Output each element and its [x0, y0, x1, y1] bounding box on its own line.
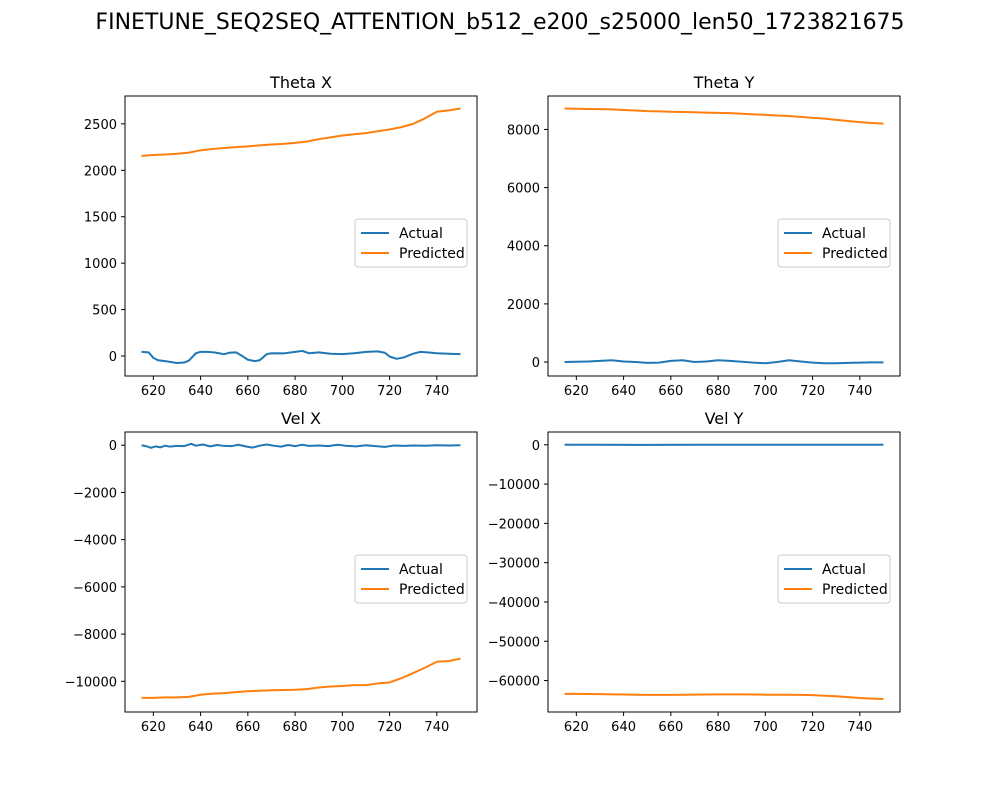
x-tick-label: 660	[235, 384, 260, 399]
y-tick-label: 0	[532, 356, 540, 371]
legend: Actual Predicted	[777, 554, 891, 604]
series-line-actual	[141, 442, 461, 449]
x-tick-label: 680	[283, 720, 308, 735]
legend-label: Actual	[822, 562, 866, 578]
series-line-predicted	[141, 657, 461, 699]
y-tick-label: 2500	[84, 118, 117, 133]
legend: Actual Predicted	[354, 218, 468, 268]
series-line-actual	[141, 349, 461, 364]
x-tick-label: 720	[800, 720, 825, 735]
y-tick-label: 1500	[84, 211, 117, 226]
legend-label: Predicted	[399, 582, 465, 598]
legend-box	[777, 554, 891, 604]
x-tick-label: 720	[800, 384, 825, 399]
legend-label: Actual	[399, 562, 443, 578]
axes-frame	[124, 95, 478, 377]
y-tick-label: −10000	[65, 675, 117, 690]
x-tick-label: 620	[564, 720, 589, 735]
y-tick-label: −30000	[488, 557, 540, 572]
subplot-title: Theta Y	[693, 73, 755, 92]
x-tick-label: 620	[141, 384, 166, 399]
y-tick-label: 8000	[507, 123, 540, 138]
subplot-title: Vel X	[281, 409, 321, 428]
legend-box	[354, 218, 468, 268]
subplot-1: Theta X 620 640 660 680 700 720 740 0 500 1000 1500…	[84, 73, 478, 399]
y-tick-label: −40000	[488, 596, 540, 611]
x-tick-label: 720	[377, 384, 402, 399]
legend-box	[354, 554, 468, 604]
subplot-title: Vel Y	[705, 409, 744, 428]
series-line-actual	[564, 359, 884, 365]
axes-frame	[547, 95, 901, 377]
x-tick-label: 740	[847, 720, 872, 735]
x-tick-label: 660	[658, 720, 683, 735]
y-tick-label: 4000	[507, 240, 540, 255]
y-tick-label: 1000	[84, 257, 117, 272]
figure-title: FINETUNE_SEQ2SEQ_ATTENTION_b512_e200_s25…	[95, 10, 905, 35]
y-tick-label: −60000	[488, 675, 540, 690]
y-tick-label: 2000	[84, 164, 117, 179]
series-line-predicted	[141, 107, 461, 157]
subplot-4: Vel Y 620 640 660 680 700 720 740 0 −10000 −20000 −…	[488, 409, 901, 735]
legend: Actual Predicted	[777, 218, 891, 268]
subplot-3: Vel X 620 640 660 680 700 720 740 0 −2000 −4000 −60…	[65, 409, 478, 735]
x-tick-label: 700	[753, 720, 778, 735]
x-tick-label: 640	[611, 720, 636, 735]
x-tick-label: 660	[658, 384, 683, 399]
x-tick-label: 740	[847, 384, 872, 399]
y-tick-label: −2000	[73, 486, 117, 501]
legend-label: Predicted	[822, 246, 888, 262]
legend-label: Actual	[399, 226, 443, 242]
x-tick-label: 620	[141, 720, 166, 735]
y-tick-label: −50000	[488, 635, 540, 650]
legend-label: Predicted	[822, 582, 888, 598]
x-tick-label: 720	[377, 720, 402, 735]
x-tick-label: 660	[235, 720, 260, 735]
y-tick-label: −4000	[73, 534, 117, 549]
legend-label: Actual	[822, 226, 866, 242]
x-tick-label: 640	[188, 720, 213, 735]
x-tick-label: 620	[564, 384, 589, 399]
x-tick-label: 700	[330, 720, 355, 735]
y-tick-label: −8000	[73, 628, 117, 643]
legend-label: Predicted	[399, 246, 465, 262]
axes-frame	[124, 431, 478, 713]
axes-frame	[547, 431, 901, 713]
x-tick-label: 700	[753, 384, 778, 399]
y-tick-label: 0	[532, 439, 540, 454]
x-tick-label: 700	[330, 384, 355, 399]
y-tick-label: −20000	[488, 517, 540, 532]
series-line-predicted	[564, 692, 884, 701]
y-tick-label: 0	[109, 439, 117, 454]
x-tick-label: 640	[188, 384, 213, 399]
y-tick-label: 500	[92, 304, 117, 319]
x-tick-label: 680	[706, 384, 731, 399]
y-tick-label: 0	[109, 350, 117, 365]
x-tick-label: 640	[611, 384, 636, 399]
x-tick-label: 680	[706, 720, 731, 735]
y-tick-label: 6000	[507, 182, 540, 197]
subplot-title: Theta X	[269, 73, 332, 92]
x-tick-label: 680	[283, 384, 308, 399]
legend-box	[777, 218, 891, 268]
x-tick-label: 740	[424, 720, 449, 735]
subplot-2: Theta Y 620 640 660 680 700 720 740 0 2000 4000 600…	[507, 73, 901, 399]
x-tick-label: 740	[424, 384, 449, 399]
series-line-predicted	[564, 107, 884, 125]
legend: Actual Predicted	[354, 554, 468, 604]
y-tick-label: −6000	[73, 581, 117, 596]
y-tick-label: −10000	[488, 478, 540, 493]
y-tick-label: 2000	[507, 298, 540, 313]
